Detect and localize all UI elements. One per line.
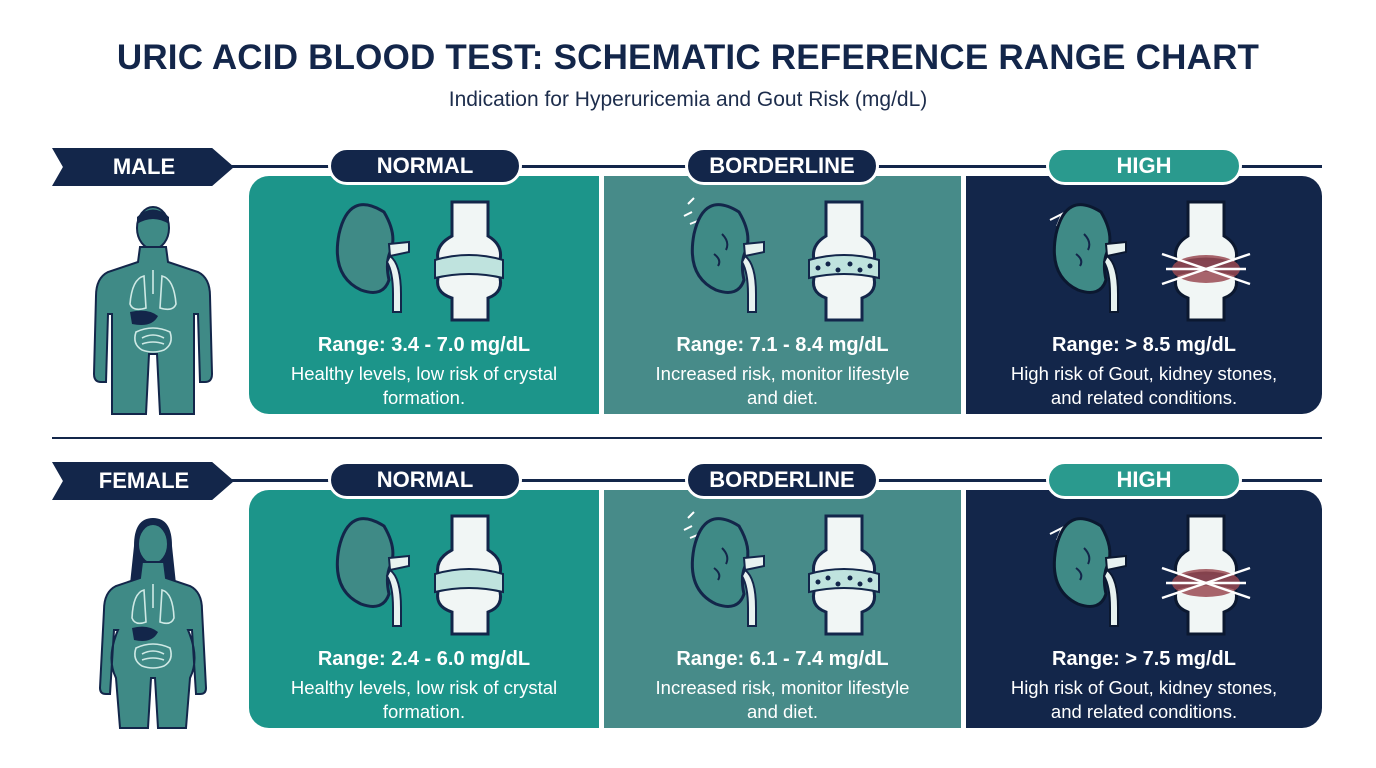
high-label: HIGH [1046,461,1242,499]
range-description: Increased risk, monitor lifestyle and di… [655,363,910,408]
joint-icon [434,514,504,636]
female-borderline-card: Range: 6.1 - 7.4 mg/dL Increased risk, m… [604,490,961,728]
borderline-label: BORDERLINE [685,147,879,185]
male-high-card: Range: > 8.5 mg/dL High risk of Gout, ki… [966,176,1322,414]
painful-joint-icon [1161,200,1251,322]
gender-tag-male: MALE [52,148,234,186]
chart-title: URIC ACID BLOOD TEST: SCHEMATIC REFERENC… [116,38,1260,77]
female-high-card: Range: > 7.5 mg/dL High risk of Gout, ki… [966,490,1322,728]
crystal-joint-icon [808,200,880,322]
range-description: Healthy levels, low risk of crystal form… [290,363,558,408]
gender-tag-female: FEMALE [52,462,234,500]
normal-label: NORMAL [328,147,522,185]
female-normal-card: Range: 2.4 - 6.0 mg/dL Healthy levels, l… [249,490,599,728]
range-text: Range: 6.1 - 7.4 mg/dL [676,648,889,670]
joint-icon [434,200,504,322]
borderline-label: BORDERLINE [685,461,879,499]
painful-joint-icon [1161,514,1251,636]
inflamed-kidney-icon [1049,517,1127,627]
chart-subtitle: Indication for Hyperuricemia and Gout Ri… [448,88,928,111]
male-normal-card: Range: 3.4 - 7.0 mg/dL Healthy levels, l… [249,176,599,414]
male-body-icon [92,206,214,415]
range-text: Range: 3.4 - 7.0 mg/dL [317,334,531,356]
inflamed-kidney-icon [683,197,765,313]
range-text: Range: > 7.5 mg/dL [1052,648,1236,670]
section-divider [52,437,1322,439]
female-section: FEMALE Range: [0,458,1376,748]
inflamed-kidney-icon [1049,203,1127,313]
kidney-icon [335,203,410,313]
kidney-icon [335,517,410,627]
range-description: High risk of Gout, kidney stones, and re… [1010,363,1278,408]
range-text: Range: 2.4 - 6.0 mg/dL [317,648,531,670]
normal-label: NORMAL [328,461,522,499]
range-text: Range: 7.1 - 8.4 mg/dL [676,334,889,356]
range-text: Range: > 8.5 mg/dL [1052,334,1236,356]
female-body-icon [98,518,208,729]
range-description: Increased risk, monitor lifestyle and di… [655,677,910,722]
male-section: MALE Range: 3. [0,144,1376,434]
range-description: Healthy levels, low risk of crystal form… [290,677,558,722]
crystal-joint-icon [808,514,880,636]
inflamed-kidney-icon [683,511,765,627]
male-borderline-card: Range: 7.1 - 8.4 mg/dL Increased risk, m… [604,176,961,414]
range-description: High risk of Gout, kidney stones, and re… [1010,677,1278,722]
high-label: HIGH [1046,147,1242,185]
